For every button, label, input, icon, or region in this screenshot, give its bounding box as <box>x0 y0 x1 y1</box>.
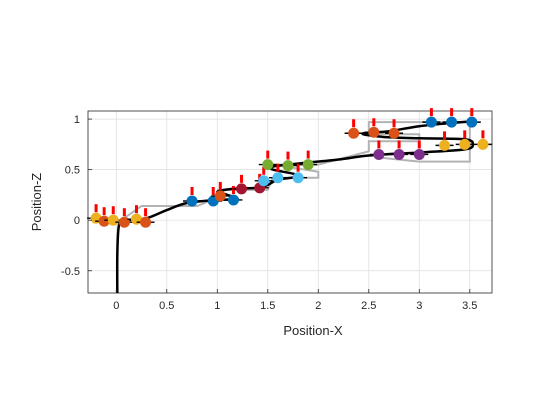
point-marker <box>388 127 400 139</box>
point-marker <box>236 183 248 195</box>
x-axis-ticks: 0 0.5 1 1.5 2 2.5 3 3.5 <box>113 289 477 312</box>
point-marker <box>258 175 270 187</box>
point-marker <box>348 127 360 139</box>
point-marker <box>302 159 314 171</box>
data-point <box>211 181 230 202</box>
point-marker <box>272 172 284 184</box>
x-tick-label: 3 <box>416 300 422 312</box>
data-point <box>224 185 243 206</box>
data-point <box>258 150 277 171</box>
data-point <box>344 119 363 139</box>
point-marker <box>214 190 226 202</box>
data-point <box>289 163 308 184</box>
point-marker <box>186 195 198 207</box>
y-tick-label: -0.5 <box>61 266 80 278</box>
data-point <box>369 140 388 160</box>
point-marker <box>118 216 130 228</box>
x-tick-label: 2.5 <box>361 300 376 312</box>
x-tick-label: 0.5 <box>159 300 174 312</box>
data-point <box>442 108 461 128</box>
point-marker <box>425 116 437 128</box>
trajectory <box>115 119 475 294</box>
y-axis-ticks: -0.5 0 0.5 1 <box>61 114 92 278</box>
data-point <box>136 208 155 228</box>
data-point <box>364 118 383 138</box>
data-point <box>455 130 474 150</box>
y-axis-label: Position-Z <box>29 173 44 232</box>
data-point <box>410 140 429 160</box>
data-point <box>422 108 441 128</box>
y-tick-label: 0.5 <box>65 165 80 177</box>
data-point <box>299 150 318 171</box>
y-tick-label: 1 <box>74 114 80 126</box>
point-marker <box>373 148 385 160</box>
point-marker <box>439 139 451 151</box>
x-tick-label: 1 <box>214 300 220 312</box>
trajectory-line <box>115 119 475 294</box>
x-tick-label: 0 <box>113 300 119 312</box>
point-marker <box>292 172 304 184</box>
data-point <box>473 130 492 150</box>
point-marker <box>262 159 274 171</box>
point-marker <box>466 116 478 128</box>
data-point <box>462 108 481 128</box>
point-marker <box>282 160 294 172</box>
point-marker <box>459 138 471 150</box>
data-point <box>115 208 134 228</box>
x-tick-label: 1.5 <box>260 300 275 312</box>
plot-area <box>87 110 493 294</box>
data-points <box>87 108 492 228</box>
point-marker <box>446 116 458 128</box>
point-marker <box>140 216 152 228</box>
data-point <box>435 131 454 151</box>
data-point <box>278 151 297 172</box>
point-marker <box>393 148 405 160</box>
point-marker <box>107 214 119 226</box>
point-marker <box>98 215 110 227</box>
point-marker <box>477 138 489 150</box>
point-marker <box>227 194 239 206</box>
x-axis-label: Position-X <box>283 323 343 338</box>
point-marker <box>413 148 425 160</box>
data-point <box>104 206 123 226</box>
y-tick-label: 0 <box>74 215 80 227</box>
data-point <box>183 186 202 207</box>
data-point <box>385 119 404 139</box>
x-tick-label: 3.5 <box>462 300 477 312</box>
point-marker <box>368 126 380 138</box>
data-point <box>390 140 409 160</box>
data-point <box>232 174 251 195</box>
x-tick-label: 2 <box>315 300 321 312</box>
data-point <box>268 163 287 184</box>
